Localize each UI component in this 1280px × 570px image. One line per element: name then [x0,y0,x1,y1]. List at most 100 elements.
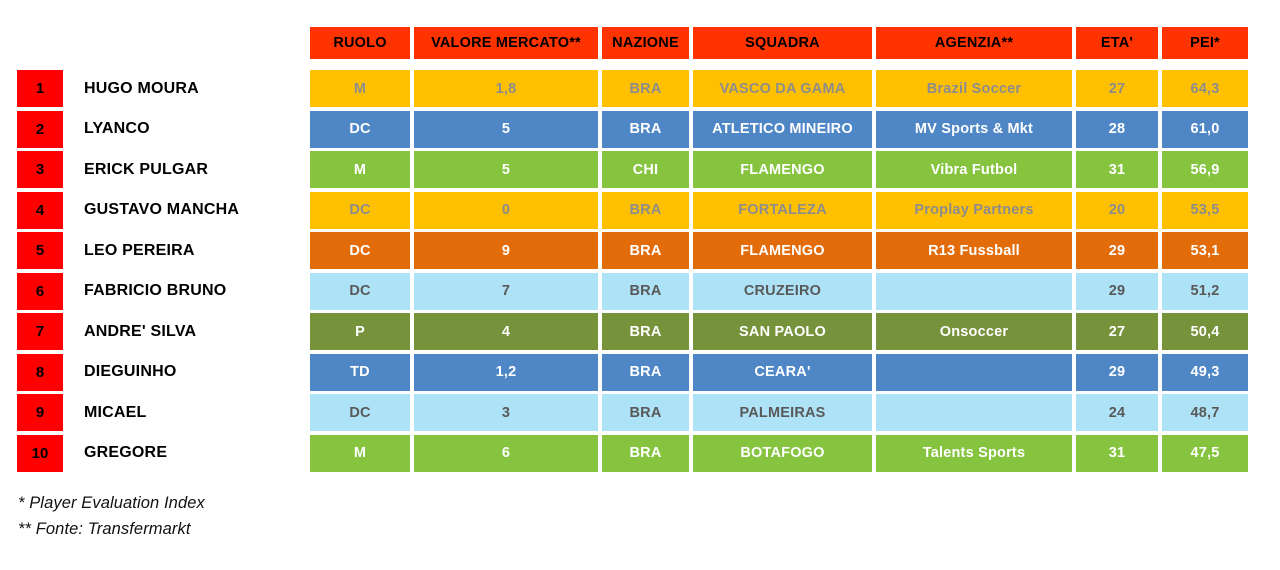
cell-valore: 4 [414,313,598,350]
player-name: FABRICIO BRUNO [84,282,227,299]
cell-pei: 53,5 [1162,191,1248,229]
cell-eta: 31 [1076,434,1158,472]
cell-squadra: FLAMENGO [693,232,872,269]
rank-badge: 2 [17,110,63,148]
cell-agenzia: Talents Sports [876,434,1072,472]
header-valore-mercato: VALORE MERCATO** [414,27,598,59]
header-squadra: SQUADRA [693,27,872,59]
cell-pei: 53,1 [1162,232,1248,269]
cell-agenzia [876,272,1072,310]
cell-agenzia: Vibra Futbol [876,151,1072,188]
cell-ruolo: M [310,70,410,107]
cell-pei: 48,7 [1162,394,1248,431]
rank-badge: 1 [17,70,63,107]
cell-eta: 28 [1076,110,1158,148]
cell-squadra: VASCO DA GAMA [693,70,872,107]
player-name: GUSTAVO MANCHA [84,201,240,218]
cell-ruolo: DC [310,272,410,310]
cell-ruolo: DC [310,110,410,148]
cell-eta: 29 [1076,353,1158,391]
rank-badge: 5 [17,232,63,269]
cell-ruolo: P [310,313,410,350]
cell-agenzia [876,353,1072,391]
footnote-source: ** Fonte: Transfermarkt [18,520,191,538]
cell-valore: 5 [414,110,598,148]
cell-squadra: FORTALEZA [693,191,872,229]
cell-agenzia: R13 Fussball [876,232,1072,269]
player-name: MICAEL [84,403,147,421]
footnote-pei: * Player Evaluation Index [18,494,205,512]
cell-nazione: BRA [602,191,689,229]
cell-valore: 5 [414,151,598,188]
cell-valore: 9 [414,232,598,269]
cell-pei: 49,3 [1162,353,1248,391]
cell-ruolo: DC [310,394,410,431]
cell-ruolo: DC [310,191,410,229]
cell-squadra: BOTAFOGO [693,434,872,472]
rank-badge: 3 [17,151,63,188]
cell-pei: 50,4 [1162,313,1248,350]
rank-badge: 7 [17,313,63,350]
rank-badge: 4 [17,191,63,229]
cell-pei: 47,5 [1162,434,1248,472]
cell-agenzia: Onsoccer [876,313,1072,350]
cell-pei: 56,9 [1162,151,1248,188]
cell-valore: 6 [414,434,598,472]
cell-squadra: ATLETICO MINEIRO [693,110,872,148]
cell-agenzia [876,394,1072,431]
rank-badge: 10 [17,434,63,472]
cell-nazione: BRA [602,272,689,310]
cell-eta: 29 [1076,232,1158,269]
cell-nazione: BRA [602,70,689,107]
player-name: ANDRE' SILVA [84,322,197,340]
cell-squadra: PALMEIRAS [693,394,872,431]
cell-ruolo: DC [310,232,410,269]
player-name: HUGO MOURA [84,79,199,97]
cell-nazione: BRA [602,232,689,269]
player-name: LEO PEREIRA [84,241,195,259]
cell-ruolo: M [310,434,410,472]
rank-badge: 9 [17,394,63,431]
cell-squadra: SAN PAOLO [693,313,872,350]
cell-agenzia: Proplay Partners [876,191,1072,229]
player-name: LYANCO [84,120,150,137]
cell-eta: 20 [1076,191,1158,229]
cell-valore: 1,2 [414,353,598,391]
player-name: GREGORE [84,444,168,461]
cell-squadra: CRUZEIRO [693,272,872,310]
cell-squadra: CEARA' [693,353,872,391]
cell-nazione: BRA [602,434,689,472]
cell-valore: 0 [414,191,598,229]
rank-badge: 8 [17,353,63,391]
header-eta: ETA' [1076,27,1158,59]
cell-nazione: BRA [602,110,689,148]
cell-eta: 29 [1076,272,1158,310]
cell-pei: 64,3 [1162,70,1248,107]
cell-eta: 31 [1076,151,1158,188]
cell-nazione: BRA [602,394,689,431]
cell-pei: 51,2 [1162,272,1248,310]
player-name: DIEGUINHO [84,363,177,380]
cell-valore: 1,8 [414,70,598,107]
cell-agenzia: MV Sports & Mkt [876,110,1072,148]
cell-nazione: BRA [602,313,689,350]
cell-agenzia: Brazil Soccer [876,70,1072,107]
cell-nazione: CHI [602,151,689,188]
cell-ruolo: M [310,151,410,188]
header-agenzia: AGENZIA** [876,27,1072,59]
cell-pei: 61,0 [1162,110,1248,148]
cell-eta: 27 [1076,313,1158,350]
cell-nazione: BRA [602,353,689,391]
header-nazione: NAZIONE [602,27,689,59]
cell-squadra: FLAMENGO [693,151,872,188]
cell-valore: 3 [414,394,598,431]
cell-eta: 24 [1076,394,1158,431]
cell-ruolo: TD [310,353,410,391]
header-ruolo: RUOLO [310,27,410,59]
header-pei: PEI* [1162,27,1248,59]
cell-eta: 27 [1076,70,1158,107]
cell-valore: 7 [414,272,598,310]
rank-badge: 6 [17,272,63,310]
player-name: ERICK PULGAR [84,160,209,178]
